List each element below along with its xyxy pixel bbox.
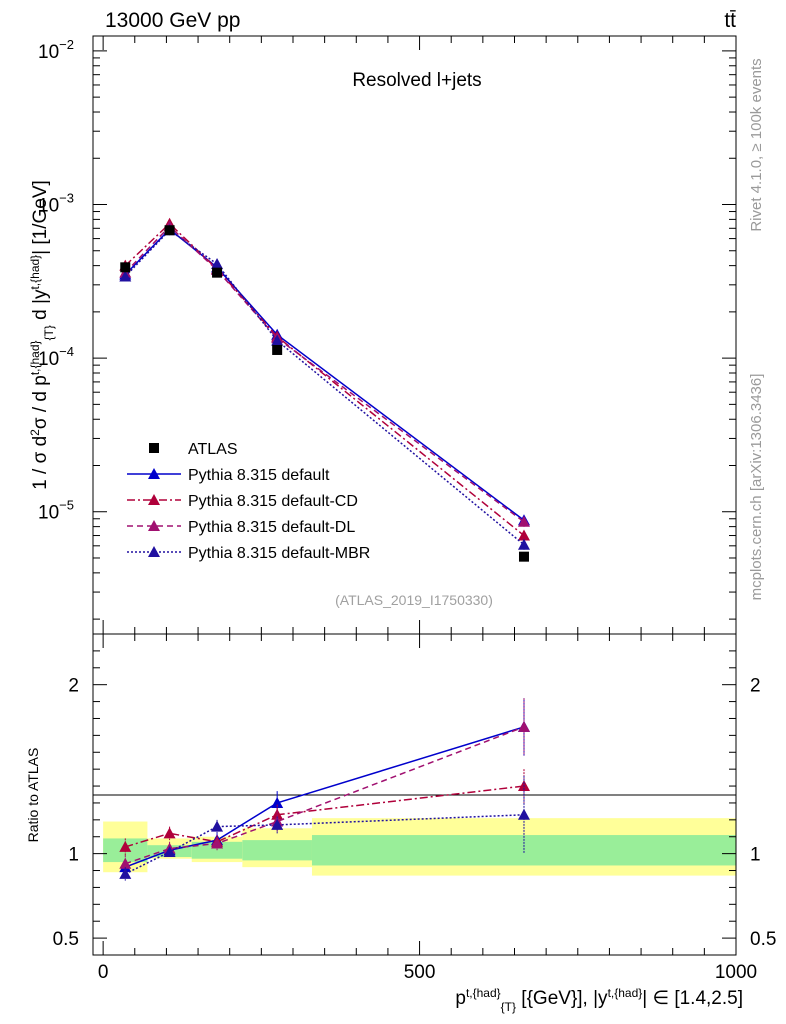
x-tick-label: 0 [98,962,109,983]
ratio-marker-series-2 [163,827,176,839]
main-y-tick-label: 10−4 [38,344,74,370]
main-line-series-3 [124,225,525,523]
rivet-version-label: Rivet 4.1.0, ≥ 100k events [748,58,765,231]
analysis-watermark: (ATLAS_2019_I1750330) [335,592,493,608]
ratio-y-tick-label-left: 1 [68,845,79,866]
main-data-point [164,225,175,236]
ratio-frame [92,633,737,956]
ratio-line-series-4 [124,814,525,875]
main-data-point [272,344,283,355]
ratio-marker-series-2 [271,808,284,820]
ratio-marker-series-3 [517,720,530,732]
main-marker-series-2 [517,529,530,541]
ratio-marker-series-3 [119,857,132,869]
ratio-band-stat [242,840,312,861]
ratio-y-tick-labels: 0.5 0.5 1 1 2 2 [53,676,777,950]
main-y-axis-label: 1 / σ d2σ / d pt,{had}{T} d |yt,{had}| [… [28,180,56,490]
header-energy-label: 13000 GeV pp [105,9,240,32]
ratio-y-tick-label-left: 0.5 [53,929,79,950]
ratio-series-layer [119,698,530,881]
ratio-line-series-2 [125,785,525,848]
main-panel: 10−5 10−4 10−3 10−2 Resolved l+jets (ATLAS_… [28,35,737,635]
ratio-uncertainty-bands [103,818,736,876]
ratio-y-tick-label-right: 1 [750,845,761,866]
legend-label-series-2: Pythia 8.315 default-CD [188,493,358,510]
x-tick-label: 500 [404,962,436,983]
ratio-y-axis-label: Ratio to ATLAS [25,748,41,843]
legend-label-series-3: Pythia 8.315 default-DL [188,519,355,536]
ratio-y-tick-label-right: 0.5 [750,929,776,950]
main-line-series-2 [124,222,525,537]
main-axis-ticks [93,36,737,634]
x-tick-labels: 0 500 1000 [98,962,757,983]
legend-marker-series-2 [148,494,160,505]
x-tick-label: 1000 [715,962,757,983]
legend-marker-data [149,443,159,453]
main-data-point [518,551,529,562]
main-y-tick-label: 10−3 [38,191,74,217]
legend-marker-series-3 [148,520,160,531]
ratio-marker-series-4 [163,845,176,857]
ratio-axis-ticks [93,634,737,955]
main-marker-series-4 [271,334,284,346]
ratio-marker-series-2 [119,840,132,852]
ratio-marker-series-4 [119,867,132,879]
mcplots-label: mcplots.cern.ch [arXiv:1306.3436] [748,374,765,601]
main-title: Resolved l+jets [352,70,481,91]
ratio-y-tick-label-left: 2 [68,676,79,697]
ratio-marker-series-3 [211,837,224,849]
ratio-marker-series-1 [271,796,284,808]
ratio-marker-series-4 [517,808,530,820]
legend-label-data: ATLAS [188,441,238,458]
main-y-tick-label: 10−5 [38,498,74,524]
legend-label-series-4: Pythia 8.315 default-MBR [188,545,370,562]
legend-marker-series-4 [148,546,160,557]
ratio-y-tick-label-right: 2 [750,676,761,697]
main-data-layer [120,225,529,562]
legend: ATLAS Pythia 8.315 default Pythia 8.315 de… [127,441,370,562]
main-y-tick-labels: 10−5 10−4 10−3 10−2 [38,37,74,524]
ratio-marker-series-4 [271,818,284,830]
main-data-point [212,267,223,278]
legend-marker-series-1 [148,468,160,479]
main-marker-series-3 [517,515,530,527]
x-axis-label: pt,{had}{T} [{GeV}], |yt,{had}| ∈ [1.4,2… [455,986,743,1014]
main-marker-series-4 [211,257,224,269]
legend-label-series-1: Pythia 8.315 default [188,467,330,484]
main-marker-series-4 [119,270,132,282]
ratio-marker-series-4 [211,820,224,832]
header-process-label: tt̄ [724,9,736,32]
ratio-panel: 0.5 0.5 1 1 2 2 0 500 1000 Ratio to ATLAS pt,{h… [25,633,777,1014]
main-y-tick-label: 10−2 [38,37,74,63]
main-data-point [120,262,131,273]
main-marker-series-4 [517,538,530,550]
